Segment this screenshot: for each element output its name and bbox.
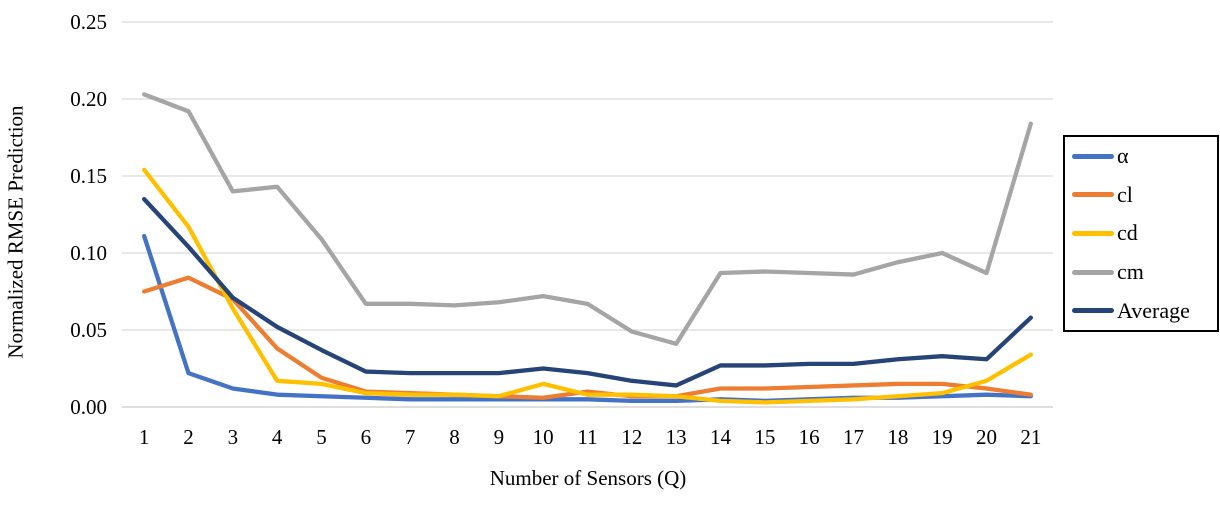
legend-label-cl: cl [1117,181,1133,207]
legend-swatch-cd [1072,230,1114,236]
series-line-cm [142,92,1033,347]
legend: α cl cd cm Average [1063,135,1219,332]
legend-item-cm: cm [1072,260,1217,284]
legend-item-alpha: α [1072,144,1217,168]
legend-label-cm: cm [1117,259,1144,285]
legend-item-cd: cd [1072,221,1217,245]
x-tick-label: 21 [1020,425,1042,449]
legend-label-alpha: α [1117,143,1129,169]
legend-swatch-cm [1072,269,1114,275]
legend-swatch-alpha [1072,153,1114,159]
x-axis-title: Number of Sensors (Q) [489,466,687,490]
x-tick-label: 20 [976,425,997,449]
x-tick-label: 1 [138,425,150,449]
legend-item-cl: cl [1072,181,1217,207]
x-tick-label: 2 [183,425,194,449]
legend-swatch-average [1072,308,1114,314]
x-tick-label: 16 [798,425,820,449]
y-tick-label: 0.15 [70,164,107,188]
x-tick-label: 4 [271,425,283,449]
y-tick-label: 0.25 [70,10,107,34]
x-tick-label: 3 [227,425,239,449]
legend-label-cd: cd [1117,220,1138,246]
x-tick-label: 13 [665,425,687,449]
legend-item-average: Average [1072,297,1217,323]
x-tick-label: 12 [621,425,643,449]
y-tick-label: 0.20 [70,87,107,111]
x-tick-label: 9 [493,425,505,449]
legend-swatch-cl [1072,192,1114,198]
series-line-cd [142,167,1033,405]
series-line-cl [142,275,1033,400]
x-tick-label: 17 [843,425,864,449]
x-tick-label: 6 [360,425,372,449]
y-tick-label: 0.05 [70,318,107,342]
x-tick-label: 7 [404,425,416,449]
x-tick-label: 14 [710,425,731,449]
y-tick-label: 0.00 [70,395,107,419]
x-tick-label: 8 [449,425,460,449]
y-tick-label: 0.10 [70,241,107,265]
series-line-average [142,196,1033,388]
x-tick-label: 5 [316,425,327,449]
x-tick-label: 11 [577,425,598,449]
legend-label-average: Average [1117,297,1190,323]
x-tick-label: 10 [532,425,554,449]
x-tick-label: 19 [931,425,953,449]
x-tick-label: 15 [754,425,776,449]
x-tick-label: 18 [887,425,909,449]
